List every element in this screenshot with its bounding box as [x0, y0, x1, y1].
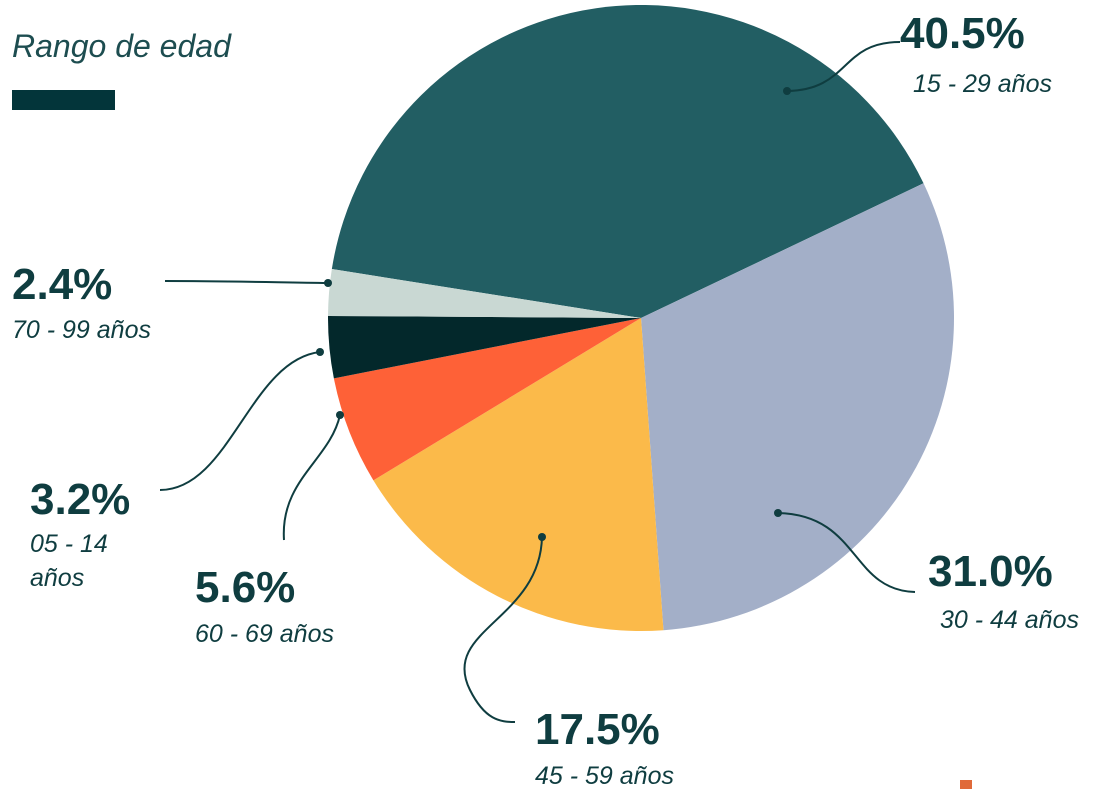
leader-dot: [774, 509, 782, 517]
value-label: 3.2%: [30, 475, 131, 524]
category-label: 15 - 29 años: [913, 70, 1052, 98]
title-bar: [12, 90, 115, 110]
category-label: 60 - 69 años: [195, 620, 334, 648]
leader-line: [164, 280, 329, 284]
category-label: 45 - 59 años: [535, 762, 674, 789]
category-label: 30 - 44 años: [940, 606, 1079, 634]
pie-slice: [328, 315, 641, 379]
leader-line: [777, 512, 916, 593]
value-label: 5.6%: [195, 563, 296, 612]
pie-slice: [328, 269, 641, 318]
chart-title: Rango de edad: [12, 28, 231, 64]
pie-slice: [641, 183, 954, 631]
leader-line: [463, 536, 543, 723]
value-label: 17.5%: [535, 705, 660, 754]
value-label: 2.4%: [12, 260, 113, 309]
leader-dot: [316, 348, 324, 356]
value-label: 31.0%: [928, 547, 1053, 596]
leader-dot: [324, 279, 332, 287]
leader-line: [282, 414, 341, 541]
legend-fragment: [960, 780, 972, 789]
category-label: 70 - 99 años: [12, 316, 151, 344]
leader-dot: [783, 87, 791, 95]
leader-dot: [336, 411, 344, 419]
pie-slice: [373, 318, 664, 631]
value-label: 40.5%: [900, 9, 1025, 58]
leader-line: [786, 41, 901, 92]
pie-slice: [333, 318, 641, 481]
pie-slice: [331, 4, 924, 318]
leader-line: [159, 351, 321, 491]
leader-dot: [538, 533, 546, 541]
category-label: 05 - 14 años: [30, 530, 108, 592]
